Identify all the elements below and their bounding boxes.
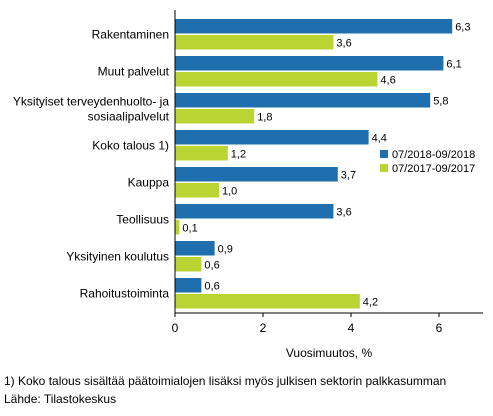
legend: 07/2018-09/2018 07/2017-09/2017 [380, 149, 475, 175]
source-note: Lähde: Tilastokeskus [4, 392, 117, 406]
value-label: 3,6 [336, 37, 351, 49]
legend-swatch [380, 150, 388, 158]
value-label: 1,0 [222, 185, 237, 197]
legend-label: 07/2018-09/2018 [392, 149, 475, 161]
x-tick-label: 0 [172, 321, 179, 335]
bar-2017-5 [175, 220, 180, 235]
category-label: Rakentaminen [92, 27, 169, 41]
x-axis-label: Vuosimuutos, % [286, 346, 373, 360]
bar-2017-2 [175, 109, 255, 124]
legend-label: 07/2017-09/2017 [392, 163, 475, 175]
category-labels-group: Rakentaminen Muut palvelut Yksityiset terv… [13, 27, 170, 300]
bar-2017-0 [175, 35, 334, 50]
value-label: 0,6 [204, 259, 219, 271]
value-label: 6,3 [455, 21, 470, 33]
category-label: Yksityinen koulutus [66, 249, 169, 263]
bar-2018-0 [175, 19, 453, 34]
bar-2018-7 [175, 278, 202, 293]
value-label: 0,9 [218, 243, 233, 255]
bar-2018-3 [175, 130, 369, 145]
value-label: 3,6 [336, 206, 351, 218]
x-axis: 0 2 4 6 Vuosimuutos, % [172, 10, 483, 360]
bar-2018-1 [175, 56, 444, 71]
category-label: Rahoitustoiminta [80, 286, 170, 300]
value-label: 4,2 [363, 296, 378, 308]
bar-2018-5 [175, 204, 334, 219]
category-label: Kauppa [128, 175, 170, 189]
value-label: 5,8 [433, 95, 448, 107]
x-tick-label: 2 [260, 321, 267, 335]
value-label: 6,1 [446, 58, 461, 70]
category-label: Yksityiset terveydenhuolto- ja sosiaalipa… [13, 94, 170, 123]
bar-2018-4 [175, 167, 338, 182]
category-label: Koko talous 1) [92, 138, 169, 152]
value-label: 3,7 [341, 169, 356, 181]
value-label: 1,2 [231, 148, 246, 160]
category-label: Muut palvelut [98, 64, 170, 78]
value-label: 4,6 [380, 74, 395, 86]
value-label: 0,6 [204, 280, 219, 292]
value-label: 1,8 [257, 111, 272, 123]
value-label: 0,1 [182, 222, 197, 234]
footnote: 1) Koko talous sisältää päätoimialojen l… [4, 374, 447, 388]
bar-2017-3 [175, 146, 228, 161]
category-label: Teollisuus [116, 212, 169, 226]
bar-2017-6 [175, 257, 202, 272]
bar-2018-2 [175, 93, 431, 108]
bar-2017-4 [175, 183, 219, 198]
x-tick-label: 4 [348, 321, 355, 335]
value-labels-group: 6,3 3,6 6,1 4,6 5,8 1,8 4,4 1,2 3,7 1,0 3,6 0,1 0,9 0… [182, 21, 470, 308]
bar-chart: 6,33,66,14,65,81,84,41,23,71,03,60,10,90… [13, 10, 483, 360]
bar-2017-7 [175, 294, 360, 309]
bar-2017-1 [175, 72, 378, 87]
bars-group [175, 19, 453, 309]
bar-2018-6 [175, 241, 215, 256]
legend-swatch [380, 164, 388, 172]
x-tick-label: 6 [436, 321, 443, 335]
value-label: 4,4 [372, 132, 387, 144]
